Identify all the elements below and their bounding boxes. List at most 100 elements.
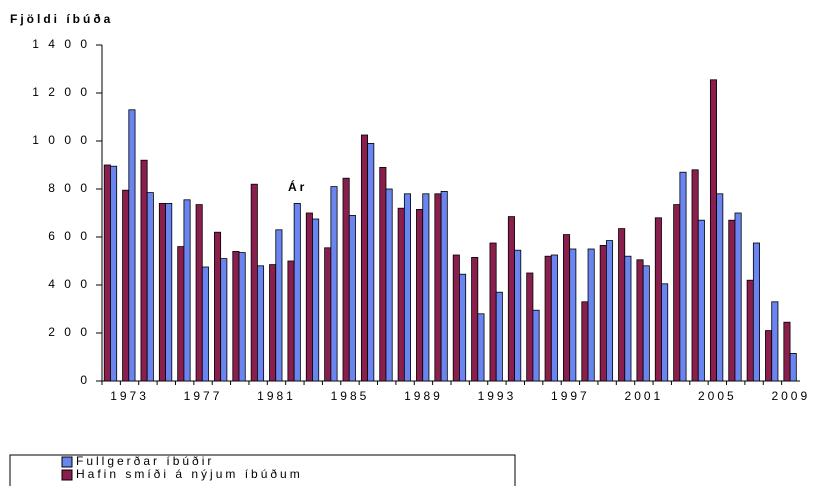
y-tick-label: 1 0 0 0: [32, 133, 90, 147]
y-tick-label: 8 0 0: [48, 181, 90, 195]
y-tick-label: 1 4 0 0: [32, 37, 90, 51]
x-tick-label: 1981: [257, 389, 296, 403]
bar: [507, 216, 515, 382]
bar: [587, 248, 595, 382]
y-tick-label: 1 2 0 0: [32, 85, 90, 99]
bar: [624, 255, 632, 382]
x-tick-label: 1973: [110, 389, 149, 403]
legend-box: [9, 454, 516, 486]
bar: [544, 255, 552, 382]
bar: [422, 193, 430, 382]
bar: [385, 188, 393, 382]
bar: [691, 169, 699, 382]
bar: [673, 204, 681, 382]
bar: [599, 244, 607, 382]
bar: [146, 192, 154, 382]
bar: [110, 165, 118, 382]
bar: [728, 219, 736, 382]
bar: [330, 186, 338, 382]
bar: [752, 242, 760, 382]
bar: [440, 190, 448, 382]
x-tick-label: 2005: [698, 389, 737, 403]
bar: [636, 259, 644, 382]
x-tick-label: 1977: [184, 389, 223, 403]
bar: [477, 313, 485, 382]
bar: [269, 264, 277, 382]
bar: [697, 219, 705, 382]
bar: [654, 217, 662, 382]
bar: [679, 171, 687, 382]
bar: [367, 142, 375, 382]
x-tick-label: 1985: [331, 389, 370, 403]
bar: [434, 193, 442, 382]
bar: [177, 246, 185, 382]
bar: [605, 240, 614, 382]
bar: [532, 309, 540, 382]
bar: [165, 202, 173, 382]
bar: [397, 207, 405, 382]
bar: [765, 330, 773, 382]
bar: [459, 273, 467, 382]
legend-swatch: [61, 456, 73, 468]
x-tick-label: 2001: [625, 389, 664, 403]
x-tick-label: 1993: [478, 389, 517, 403]
bar: [403, 193, 411, 382]
bar: [569, 248, 577, 382]
bar: [489, 242, 497, 382]
bar: [360, 134, 369, 382]
bar: [514, 249, 522, 382]
bar: [183, 199, 191, 382]
bar: [716, 193, 724, 382]
bar: [201, 266, 209, 382]
bar: [250, 183, 258, 382]
bar: [158, 202, 166, 382]
bar: [618, 228, 626, 382]
bar: [789, 352, 797, 382]
bar: [771, 301, 779, 382]
y-tick-label: 4 0 0: [48, 277, 90, 291]
bar: [140, 159, 148, 382]
y-tick-label: 0: [80, 373, 90, 387]
bar: [783, 321, 791, 382]
bar: [661, 283, 669, 382]
bar: [256, 265, 265, 382]
y-tick-label: 2 0 0: [48, 325, 90, 339]
bar: [416, 208, 424, 382]
bar: [550, 254, 558, 382]
bar: [238, 252, 246, 382]
legend-label: Hafin smíði á nýjum íbúðum: [76, 467, 303, 481]
bar: [312, 218, 320, 382]
bar: [452, 254, 460, 382]
bar: [128, 109, 136, 382]
bar: [275, 229, 283, 382]
bar: [305, 212, 313, 382]
bar: [581, 301, 589, 382]
x-tick-label: 1997: [551, 389, 590, 403]
x-axis-label: Ár: [288, 179, 307, 194]
bar: [746, 279, 754, 382]
bar: [348, 214, 356, 382]
legend-label: Fullgerðar íbúðir: [76, 454, 214, 468]
bar: [709, 79, 718, 382]
bar: [324, 247, 332, 382]
bar: [287, 260, 295, 382]
legend-swatch: [61, 469, 73, 481]
bar: [220, 258, 228, 382]
bar: [734, 212, 742, 382]
bar: [471, 256, 479, 382]
bar: [379, 166, 387, 382]
bar: [122, 189, 130, 382]
bar: [563, 234, 571, 382]
bar: [495, 291, 503, 382]
x-tick-label: 2009: [771, 389, 810, 403]
bar: [642, 265, 650, 382]
bar: [526, 272, 534, 382]
bar: [342, 177, 350, 382]
bar: [214, 231, 222, 382]
bar: [293, 202, 301, 382]
bar: [232, 250, 240, 382]
bar: [195, 204, 203, 382]
y-tick-label: 6 0 0: [48, 229, 90, 243]
bar: [103, 164, 111, 382]
